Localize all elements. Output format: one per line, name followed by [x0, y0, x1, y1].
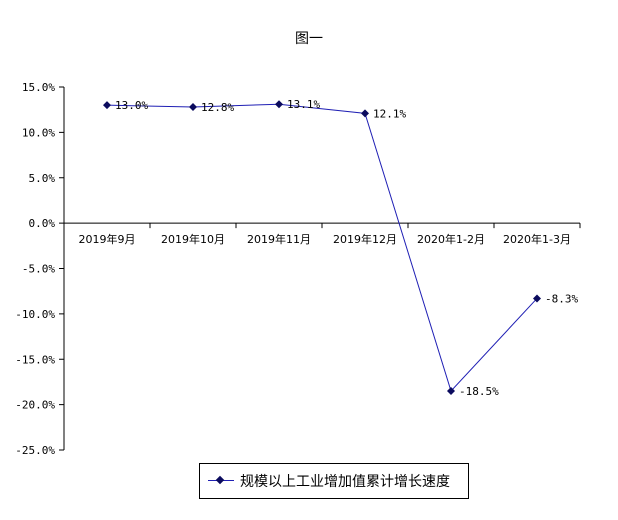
- chart-title: 图一: [295, 31, 323, 47]
- data-label: 12.8%: [201, 101, 234, 114]
- y-tick-label: 0.0%: [29, 217, 56, 230]
- data-point: [533, 294, 541, 303]
- data-point: [189, 102, 197, 111]
- y-tick-label: 10.0%: [22, 126, 55, 139]
- data-point: [275, 100, 283, 109]
- y-tick-label: -25.0%: [15, 444, 55, 457]
- data-point: [103, 101, 111, 110]
- x-tick-label: 2019年9月: [79, 232, 136, 246]
- y-tick-label: -10.0%: [15, 308, 55, 321]
- x-tick-label: 2020年1-3月: [503, 232, 571, 246]
- y-tick-label: -20.0%: [15, 399, 55, 412]
- data-label: 13.0%: [115, 99, 148, 112]
- data-label: -18.5%: [459, 385, 499, 398]
- x-tick-label: 2019年11月: [247, 232, 311, 246]
- legend-label: 规模以上工业增加值累计增长速度: [240, 474, 450, 490]
- data-label: 12.1%: [373, 107, 406, 120]
- y-tick-label: 5.0%: [29, 172, 56, 185]
- series-line: [106, 103, 538, 392]
- data-label: 13.1%: [287, 98, 320, 111]
- data-point: [447, 387, 455, 396]
- x-tick-label: 2020年1-2月: [417, 232, 485, 246]
- axes: 15.0% 10.0% 5.0% 0.0% -5.0% -10.0% -15.0% -20.0…: [15, 81, 581, 457]
- x-tick-label: 2019年12月: [333, 232, 397, 246]
- y-tick-label: 15.0%: [22, 81, 55, 94]
- data-point: [361, 109, 369, 118]
- series-group: 13.0% 12.8% 13.1% 12.1% -18.5% -8.3%: [103, 98, 578, 398]
- y-tick-label: -5.0%: [22, 263, 55, 276]
- x-tick-label: 2019年10月: [161, 232, 225, 246]
- legend: 规模以上工业增加值累计增长速度: [199, 463, 469, 499]
- y-tick-label: -15.0%: [15, 353, 55, 366]
- data-label: -8.3%: [545, 292, 578, 305]
- legend-swatch: [208, 475, 234, 487]
